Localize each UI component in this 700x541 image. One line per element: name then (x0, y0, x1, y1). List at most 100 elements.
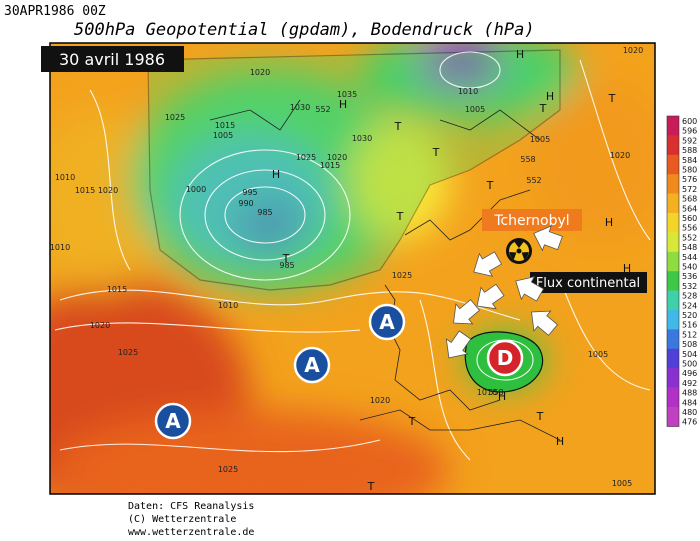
isobar-label: 1020 (327, 153, 347, 162)
colorbar-swatch (667, 145, 679, 156)
isobar-label: 1005 (588, 350, 608, 359)
colorbar-swatch (667, 203, 679, 214)
isobar-label: 1020 (98, 186, 118, 195)
pressure-symbol: T (408, 415, 416, 428)
high-center-label: A (379, 310, 395, 334)
isobar-label: 1015 (107, 285, 127, 294)
colorbar-label: 556 (682, 224, 697, 233)
isobar-label: 1010 (218, 301, 238, 310)
tchernobyl-label: Tchernobyl (493, 213, 569, 229)
colorbar-label: 560 (682, 214, 697, 223)
flux-box (530, 272, 647, 293)
colorbar-label: 524 (682, 301, 697, 310)
colorbar-label: 564 (682, 204, 697, 213)
isobar-label: 1020 (610, 151, 630, 160)
colorbar-label: 576 (682, 175, 697, 184)
colorbar-label: 592 (682, 136, 697, 145)
colorbar-swatch (667, 183, 679, 194)
colorbar-swatch (667, 377, 679, 388)
colorbar: 6005965925885845805765725685645605565525… (666, 115, 697, 427)
colorbar-swatch (667, 290, 679, 301)
low-center-marker (486, 339, 524, 377)
colorbar-label: 508 (682, 340, 697, 349)
map-frame (49, 42, 656, 495)
isobar-label: 1005 (465, 105, 485, 114)
colorbar-swatch (667, 416, 679, 427)
isobar-label: 1030 (352, 134, 372, 143)
pressure-symbol: H (272, 168, 280, 181)
pressure-symbol: H (556, 435, 564, 448)
isobar-label: 1005 (612, 479, 632, 488)
isobar-label: 1015 (75, 186, 95, 195)
isobar-label: 995 (242, 188, 257, 197)
colorbar-swatch (667, 164, 679, 175)
pressure-symbol: T (539, 102, 547, 115)
colorbar-label: 584 (682, 156, 697, 165)
colorbar-swatch (667, 232, 679, 243)
isobar-label: 1025 (392, 271, 412, 280)
pressure-symbol: H (498, 390, 506, 403)
colorbar-swatch (667, 310, 679, 320)
isobar-label: 1015 (215, 121, 235, 130)
isobar-label: 558 (520, 155, 535, 164)
isobar-label: 1020 (370, 396, 390, 405)
colorbar-label: 528 (682, 292, 697, 301)
colorbar-label: 552 (682, 233, 697, 242)
colorbar-label: 520 (682, 311, 697, 320)
low-center-label: D (497, 346, 514, 370)
high-center-label: A (304, 353, 320, 377)
pressure-symbol: T (432, 146, 440, 159)
colorbar-swatch (667, 339, 679, 350)
colorbar-swatch (667, 368, 679, 379)
footer-line: (C) Wetterzentrale (128, 514, 236, 525)
colorbar-swatch (667, 407, 679, 417)
isobar-label: 1030 (290, 103, 310, 112)
date-box (41, 46, 184, 72)
colorbar-label: 540 (682, 263, 697, 272)
isobar-label: 990 (238, 199, 253, 208)
colorbar-swatch (667, 174, 679, 185)
isobar-label: 1020 (90, 321, 110, 330)
isobar-label: 1020 (623, 46, 643, 55)
pressure-symbol: H (605, 216, 613, 229)
colorbar-swatch (667, 348, 679, 359)
colorbar-label: 596 (682, 127, 697, 136)
isobar-label: 1010 (458, 87, 478, 96)
pressure-symbol: T (394, 120, 402, 133)
isobar-label: 1000 (186, 185, 206, 194)
colorbar-label: 548 (682, 243, 697, 252)
pressure-centers: A A A D (154, 303, 524, 440)
footer: Daten: CFS Reanalysis (C) Wetterzentrale w… (128, 501, 254, 538)
colorbar-label: 504 (682, 350, 697, 359)
pressure-symbol: T (396, 210, 404, 223)
colorbar-label: 600 (682, 117, 697, 126)
isobar-label: 1010 (55, 173, 75, 182)
isobar-label: 1015 (320, 161, 340, 170)
pressure-symbol: T (608, 92, 616, 105)
colorbar-swatch (667, 329, 679, 340)
colorbar-swatch (667, 135, 679, 146)
pressure-symbol: H (623, 262, 631, 275)
colorbar-label: 532 (682, 282, 697, 291)
colorbar-swatch (667, 271, 679, 282)
pressure-symbol: T (486, 179, 494, 192)
date-label: 30 avril 1986 (59, 50, 165, 69)
colorbar-swatch (667, 319, 679, 330)
colorbar-swatch (667, 358, 679, 369)
high-center-marker (368, 303, 406, 341)
isobar-label: 1005 (530, 135, 550, 144)
colorbar-label: 500 (682, 360, 697, 369)
colorbar-swatch (667, 193, 679, 204)
radiation-symbol (506, 238, 532, 264)
map-title: 500hPa Geopotential (gpdam), Bodendruck … (74, 20, 535, 40)
pressure-symbol: H (339, 98, 347, 111)
colorbar-label: 516 (682, 321, 697, 330)
colorbar-label: 484 (682, 398, 697, 407)
pressure-symbol: T (367, 480, 375, 493)
timestamp: 30APR1986 00Z (4, 4, 106, 19)
isobar-label: 1010 (50, 243, 70, 252)
isobar-label: 1025 (165, 113, 185, 122)
pressure-symbol: T (282, 252, 290, 265)
map-area (50, 43, 655, 494)
